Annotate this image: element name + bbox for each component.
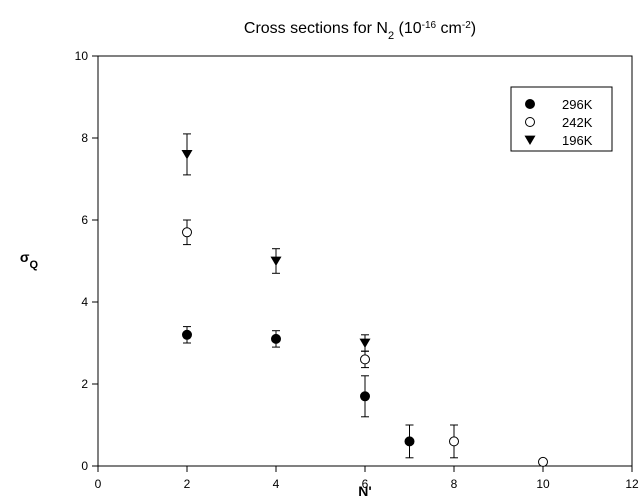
data-point bbox=[450, 437, 459, 446]
x-tick-label: 2 bbox=[184, 477, 191, 491]
data-point bbox=[360, 339, 371, 348]
y-axis-label-symbol: σ bbox=[20, 249, 30, 265]
x-tick-label: 4 bbox=[273, 477, 280, 491]
y-tick-label: 8 bbox=[81, 131, 88, 145]
y-tick-label: 6 bbox=[81, 213, 88, 227]
legend: 296K 242K 196K bbox=[511, 87, 612, 151]
series-196K bbox=[182, 134, 371, 351]
x-tick-label: 12 bbox=[625, 477, 639, 491]
data-point bbox=[539, 457, 548, 466]
data-point bbox=[405, 437, 414, 446]
title-main: Cross sections for N bbox=[244, 20, 388, 37]
y-tick-label: 10 bbox=[75, 49, 89, 63]
legend-marker bbox=[526, 100, 535, 109]
chart-title: Cross sections for N2 (10-16 cm-2) bbox=[244, 20, 476, 43]
y-tick-label: 4 bbox=[81, 295, 88, 309]
x-tick-label: 8 bbox=[451, 477, 458, 491]
data-point bbox=[271, 257, 282, 266]
y-axis-ticks: 0 2 4 6 8 10 bbox=[75, 49, 98, 473]
y-axis-label: σQ bbox=[20, 249, 39, 271]
data-point bbox=[183, 228, 192, 237]
legend-label: 196K bbox=[562, 133, 593, 148]
x-tick-label: 0 bbox=[95, 477, 102, 491]
legend-marker bbox=[526, 118, 535, 127]
title-exp: -16 bbox=[422, 20, 437, 31]
title-unit: cm bbox=[436, 20, 462, 37]
legend-label: 242K bbox=[562, 115, 593, 130]
legend-label: 296K bbox=[562, 97, 593, 112]
data-point bbox=[361, 392, 370, 401]
data-point bbox=[182, 150, 193, 159]
series-296K bbox=[183, 327, 415, 458]
title-paren-open: (10 bbox=[394, 20, 422, 37]
data-point bbox=[183, 330, 192, 339]
data-marks bbox=[182, 134, 548, 467]
y-tick-label: 0 bbox=[81, 459, 88, 473]
x-axis-label: N' bbox=[358, 483, 371, 499]
x-tick-label: 10 bbox=[536, 477, 550, 491]
y-axis-label-subscript: Q bbox=[30, 259, 39, 271]
title-paren-close: ) bbox=[471, 20, 476, 37]
data-point bbox=[272, 334, 281, 343]
y-tick-label: 2 bbox=[81, 377, 88, 391]
data-point bbox=[361, 355, 370, 364]
